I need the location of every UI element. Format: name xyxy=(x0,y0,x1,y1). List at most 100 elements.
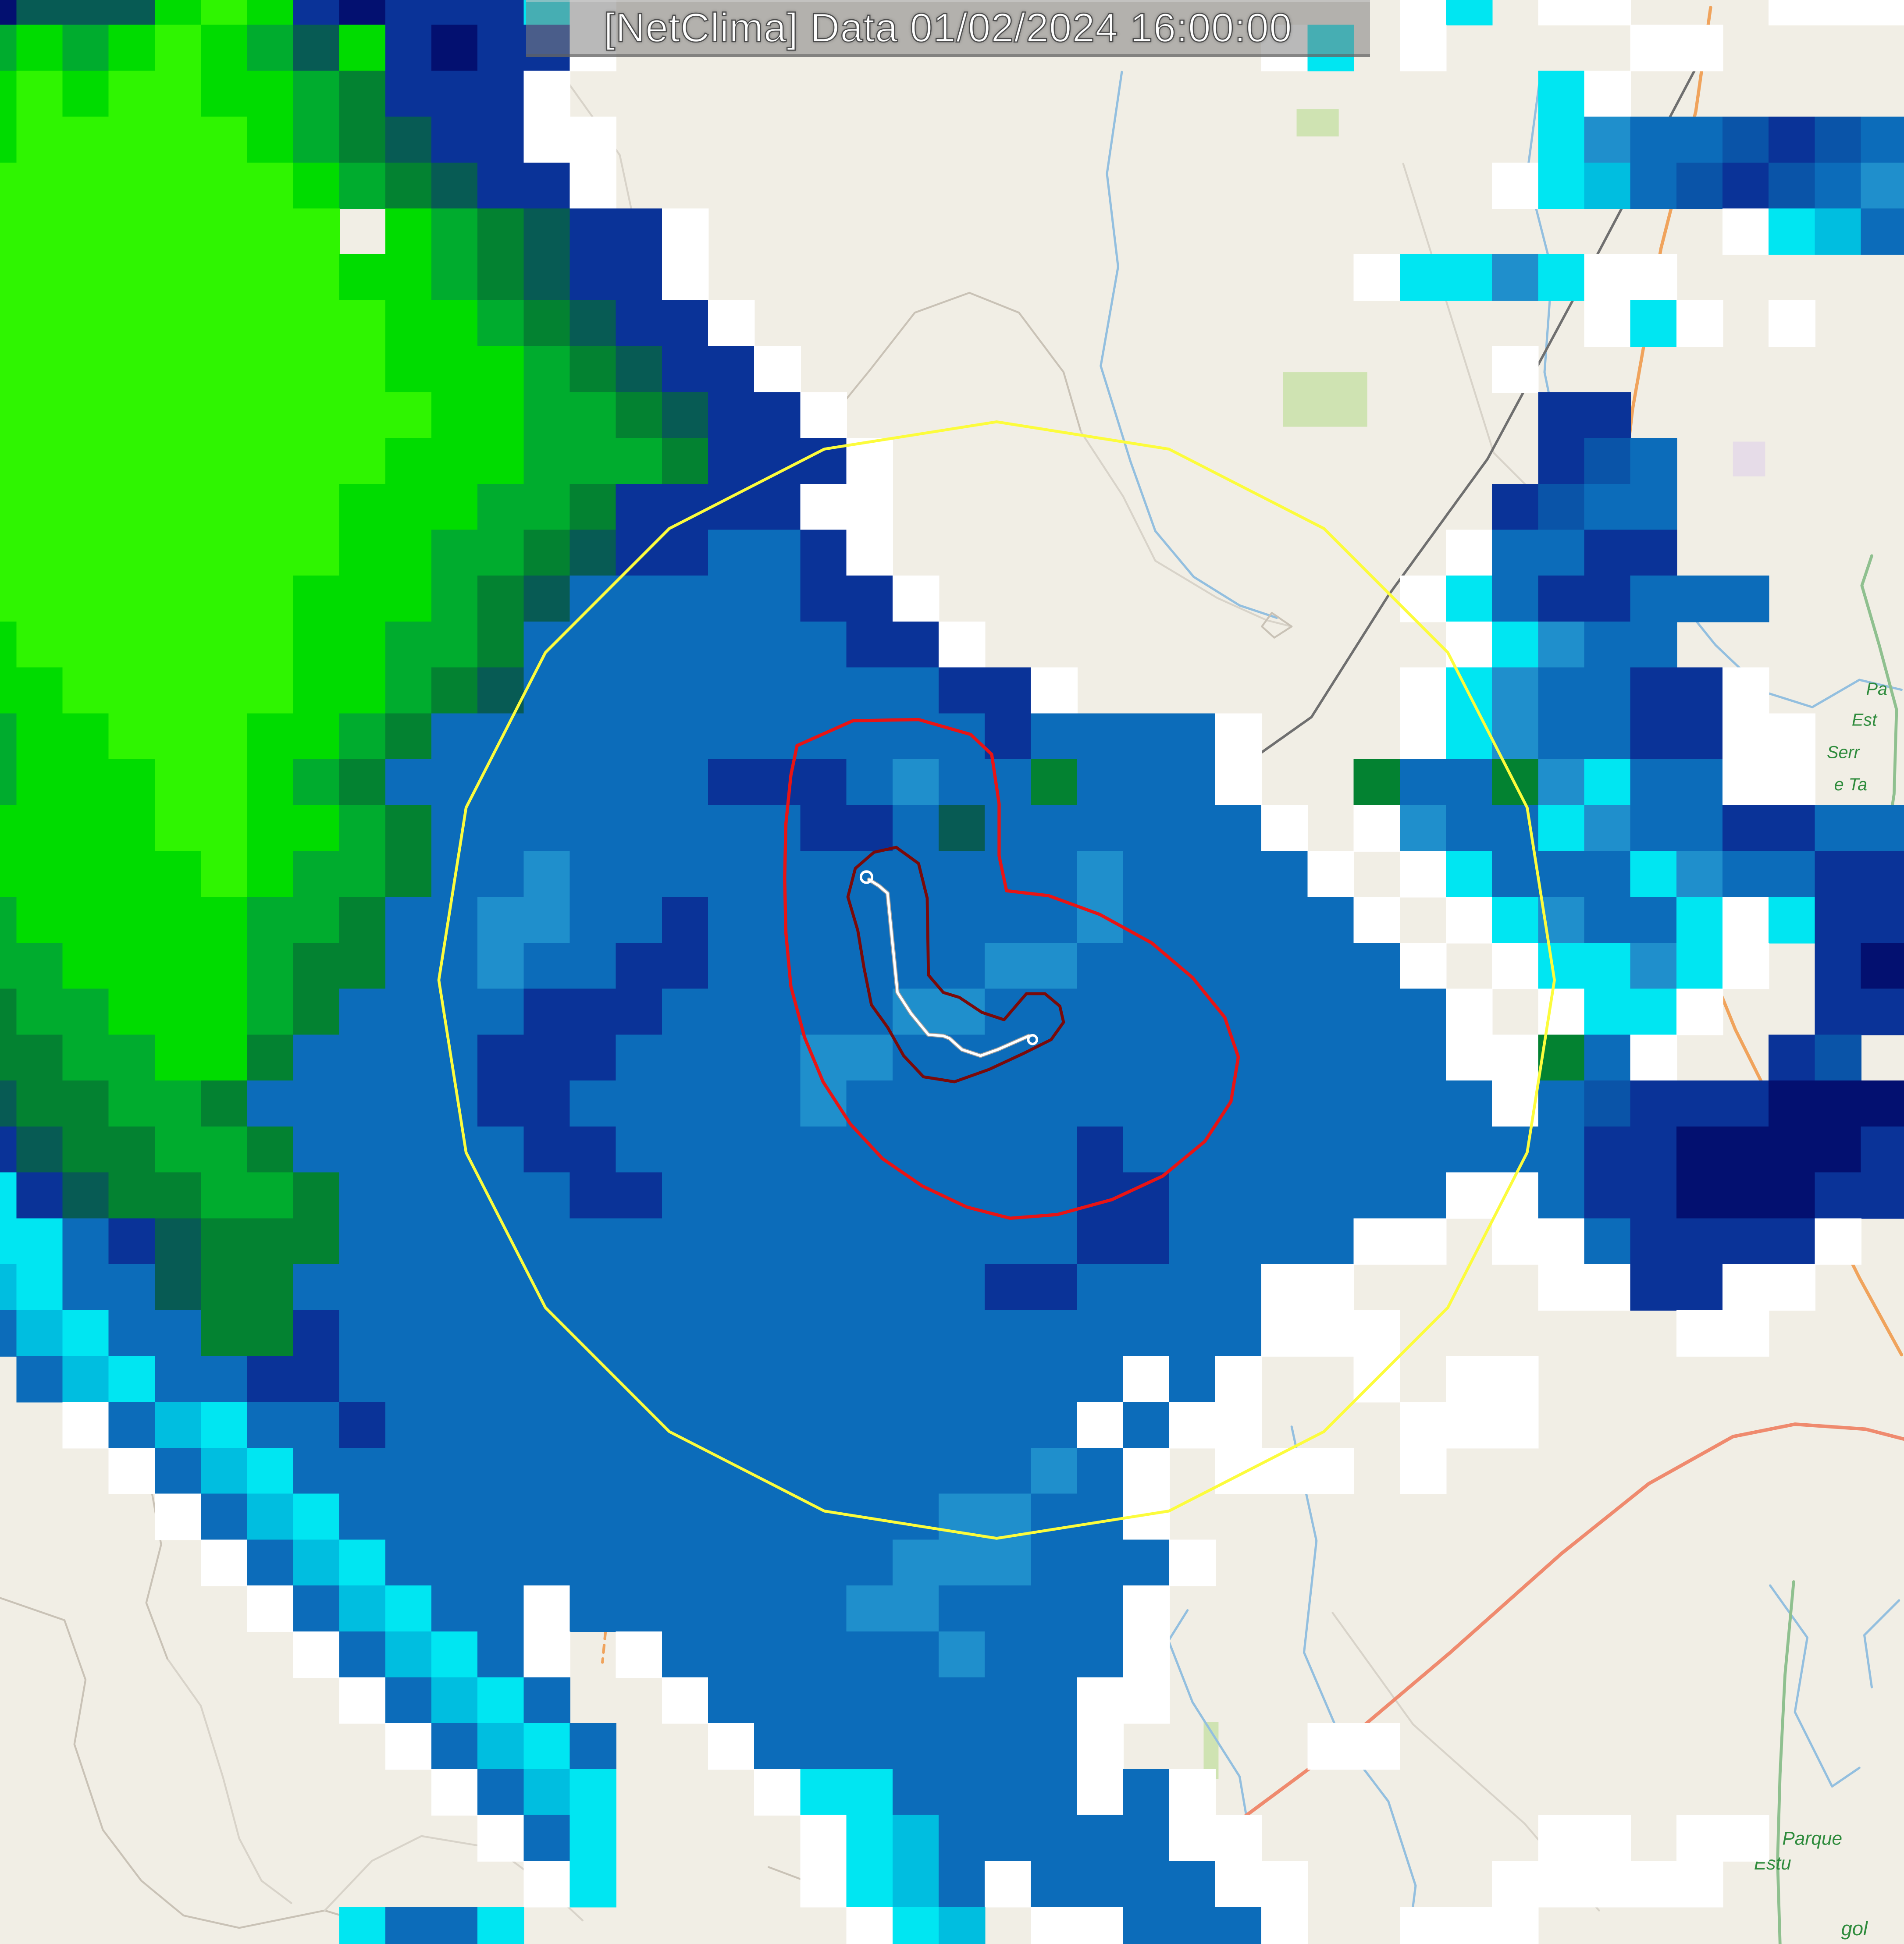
radar-cell xyxy=(1031,1080,1078,1127)
radar-cell xyxy=(1445,576,1493,622)
radar-cell xyxy=(616,851,663,898)
radar-cell xyxy=(708,576,755,622)
radar-cell xyxy=(108,1356,156,1403)
radar-cell xyxy=(1307,851,1355,898)
radar-cell xyxy=(1123,1631,1170,1678)
radar-cell xyxy=(662,942,709,990)
radar-cell xyxy=(569,1218,617,1265)
radar-cell xyxy=(892,1493,940,1540)
radar-cell xyxy=(1261,851,1308,898)
radar-cell xyxy=(846,1310,893,1357)
radar-cell xyxy=(1445,0,1493,26)
radar-cell xyxy=(1215,1126,1262,1173)
radar-cell xyxy=(1399,1034,1447,1081)
radar-cell xyxy=(1676,805,1723,852)
radar-cell xyxy=(154,0,202,26)
radar-cell xyxy=(1630,254,1677,301)
radar-cell xyxy=(247,1447,294,1495)
radar-cell xyxy=(385,483,432,530)
radar-cell xyxy=(523,1126,570,1173)
radar-cell xyxy=(1169,1907,1216,1944)
radar-cell xyxy=(385,1447,432,1495)
radar-cell xyxy=(662,1539,709,1586)
radar-cell xyxy=(800,667,847,714)
radar-cell xyxy=(1538,942,1585,990)
radar-cell xyxy=(16,208,63,255)
radar-cell xyxy=(1077,1769,1124,1816)
radar-cell xyxy=(569,1264,617,1311)
radar-cell xyxy=(1584,942,1631,990)
radar-cell xyxy=(1722,805,1769,852)
minor-road xyxy=(0,1597,429,1943)
radar-cell xyxy=(754,576,801,622)
radar-cell xyxy=(938,667,986,714)
radar-cell xyxy=(1861,0,1904,26)
radar-cell xyxy=(1630,300,1677,347)
radar-cell xyxy=(385,1080,432,1127)
radar-cell xyxy=(293,1080,340,1127)
radar-cell xyxy=(431,208,478,255)
radar-cell xyxy=(62,759,110,806)
radar-cell xyxy=(431,1723,478,1770)
radar-cell xyxy=(293,1126,340,1173)
radar-cell xyxy=(892,1218,940,1265)
radar-cell xyxy=(1307,1447,1355,1495)
radar-cell xyxy=(708,897,755,944)
radar-cell xyxy=(708,1310,755,1357)
radar-cell xyxy=(385,1034,432,1081)
radar-cell xyxy=(1031,1447,1078,1495)
radar-cell xyxy=(523,851,570,898)
radar-cell xyxy=(569,1356,617,1403)
radar-cell xyxy=(62,0,110,26)
radar-cell xyxy=(1676,897,1723,944)
radar-cell xyxy=(1538,713,1585,760)
radar-cell xyxy=(293,1034,340,1081)
radar-cell xyxy=(154,530,202,576)
radar-cell xyxy=(1676,1126,1723,1173)
radar-cell xyxy=(708,851,755,898)
radar-cell xyxy=(477,25,524,71)
river xyxy=(1100,71,1278,619)
radar-cell xyxy=(569,759,617,806)
radar-cell xyxy=(1538,117,1585,163)
radar-cell xyxy=(754,1080,801,1127)
radar-cell xyxy=(662,1631,709,1678)
radar-cell xyxy=(1492,1080,1539,1127)
radar-cell xyxy=(1123,1769,1170,1816)
radar-cell xyxy=(754,1585,801,1632)
radar-cell xyxy=(1169,805,1216,852)
radar-cell xyxy=(201,1310,248,1357)
radar-cell xyxy=(1722,1815,1769,1862)
radar-cell xyxy=(1584,805,1631,852)
radar-cell xyxy=(523,805,570,852)
radar-cell xyxy=(1584,1861,1631,1908)
radar-cell xyxy=(754,667,801,714)
radar-cell xyxy=(892,1723,940,1770)
radar-cell xyxy=(247,1126,294,1173)
radar-cell xyxy=(477,1769,524,1816)
radar-cell xyxy=(339,1126,386,1173)
radar-cell xyxy=(1769,1126,1815,1173)
radar-cell xyxy=(0,897,17,944)
radar-cell xyxy=(0,254,17,301)
radar-cell xyxy=(754,1218,801,1265)
river xyxy=(1863,1599,1900,1688)
radar-cell xyxy=(892,1310,940,1357)
radar-cell xyxy=(154,392,202,439)
radar-cell xyxy=(477,346,524,393)
radar-cell xyxy=(247,1034,294,1081)
radar-cell xyxy=(108,576,156,622)
radar-cell xyxy=(108,759,156,806)
radar-cell xyxy=(385,1402,432,1449)
radar-cell xyxy=(1584,713,1631,760)
radar-cell xyxy=(385,1172,432,1219)
radar-cell xyxy=(431,1447,478,1495)
radar-cell xyxy=(62,1080,110,1127)
radar-cell xyxy=(754,392,801,439)
radar-cell xyxy=(846,1677,893,1724)
radar-cell xyxy=(1169,759,1216,806)
radar-cell xyxy=(1031,1034,1078,1081)
radar-cell xyxy=(108,300,156,347)
